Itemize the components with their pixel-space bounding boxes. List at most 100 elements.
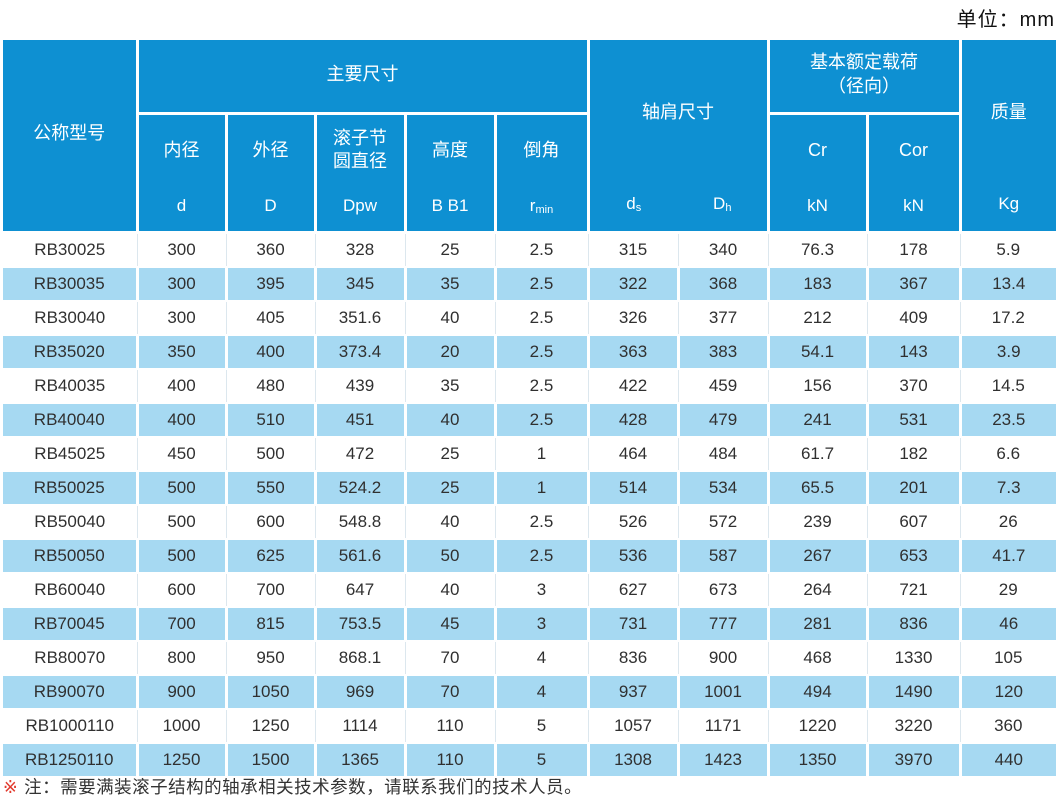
value-cell: 625	[224, 537, 315, 574]
value-cell: 2.5	[494, 300, 588, 335]
value-cell: 4	[494, 640, 588, 675]
pitch-diameter-symbol: Dpw	[342, 195, 377, 215]
value-cell: 3.9	[958, 333, 1056, 370]
value-cell: 524.2	[313, 469, 405, 506]
value-cell: 367	[865, 265, 960, 302]
value-cell: 328	[314, 232, 405, 267]
header-model: 公称型号	[3, 40, 139, 234]
value-cell: 721	[866, 572, 960, 607]
table-row: RB50050 500 625 561.6 50 2.5 536 587 267 653 41.7	[3, 537, 1056, 574]
value-cell: 201	[865, 469, 960, 506]
table-row: RB40035 400 480 439 35 2.5 422 459 156 370 14.5	[3, 368, 1056, 403]
value-cell: 1423	[676, 741, 768, 778]
value-cell: 937	[586, 673, 678, 710]
outer-diameter-label: 外径	[252, 139, 289, 160]
footnote-marker: ※	[3, 777, 19, 797]
value-cell: 70	[404, 640, 495, 675]
mass-unit: Kg	[998, 194, 1020, 213]
value-cell: 548.8	[314, 504, 405, 539]
model-cell: RB35020	[3, 333, 137, 370]
height-symbol: B B1	[431, 195, 469, 215]
footnote-text: 注：需要满装滚子结构的轴承相关技术参数，请联系我们的技术人员。	[24, 777, 583, 797]
value-cell: 600	[225, 504, 315, 539]
value-cell: 241	[766, 401, 867, 438]
value-cell: 409	[866, 300, 960, 335]
value-cell: 1057	[587, 708, 678, 743]
value-cell: 422	[587, 368, 678, 403]
value-cell: 14.5	[959, 368, 1056, 403]
value-cell: 105	[959, 640, 1056, 675]
outer-diameter-symbol: D	[264, 195, 277, 215]
value-cell: 20	[403, 333, 495, 370]
table-row: RB50025 500 550 524.2 25 1 514 534 65.5 201 7.3	[3, 469, 1056, 506]
value-cell: 514	[586, 469, 678, 506]
value-cell: 536	[586, 537, 678, 574]
value-cell: 300	[136, 232, 226, 267]
value-cell: 1114	[314, 708, 405, 743]
value-cell: 777	[676, 605, 768, 642]
value-cell: 182	[866, 436, 960, 471]
value-cell: 46	[958, 605, 1056, 642]
value-cell: 300	[135, 265, 226, 302]
value-cell: 40	[404, 300, 495, 335]
value-cell: 561.6	[313, 537, 405, 574]
value-cell: 300	[136, 300, 226, 335]
value-cell: 373.4	[313, 333, 405, 370]
value-cell: 76.3	[767, 232, 867, 267]
value-cell: 264	[767, 572, 867, 607]
header-group-main-dimensions: 主要尺寸	[135, 40, 590, 115]
value-cell: 29	[959, 572, 1056, 607]
value-cell: 464	[587, 436, 678, 471]
value-cell: 526	[587, 504, 678, 539]
value-cell: 1350	[766, 741, 867, 778]
value-cell: 950	[225, 640, 315, 675]
value-cell: 836	[587, 640, 678, 675]
value-cell: 400	[135, 401, 226, 438]
value-cell: 572	[677, 504, 768, 539]
value-cell: 587	[676, 537, 768, 574]
table-row: RB70045 700 815 753.5 45 3 731 777 281 836 46	[3, 605, 1056, 642]
bore-label: 内径	[163, 139, 200, 160]
value-cell: 40	[403, 401, 495, 438]
model-cell: RB50040	[3, 504, 137, 539]
unit-label: 单位：mm	[956, 9, 1055, 31]
value-cell: 326	[587, 300, 678, 335]
chamfer-symbol: rmin	[529, 195, 554, 216]
height-label: 高度	[432, 139, 468, 160]
value-cell: 607	[866, 504, 960, 539]
table-row: RB1250110 1250 1500 1365 110 5 1308 1423 1350 397…	[3, 741, 1056, 778]
value-cell: 377	[677, 300, 768, 335]
cr-label: Cr	[808, 139, 827, 160]
value-cell: 534	[676, 469, 768, 506]
model-cell: RB1000110	[3, 708, 137, 743]
value-cell: 50	[403, 537, 495, 574]
rated-load-label-line1: 基本额定载荷	[810, 51, 918, 72]
value-cell: 1	[494, 436, 588, 471]
value-cell: 400	[136, 368, 226, 403]
value-cell: 183	[766, 265, 867, 302]
value-cell: 2.5	[493, 333, 588, 370]
value-cell: 54.1	[766, 333, 867, 370]
value-cell: 40	[404, 572, 495, 607]
value-cell: 143	[865, 333, 960, 370]
header-chamfer: 倒角 rmin	[493, 111, 590, 234]
table-row: RB30025 300 360 328 25 2.5 315 340 76.3 178 5.9	[3, 232, 1056, 267]
value-cell: 510	[224, 401, 315, 438]
value-cell: 65.5	[766, 469, 867, 506]
value-cell: 267	[766, 537, 867, 574]
value-cell: 7.3	[958, 469, 1056, 506]
footnote: ※ 注：需要满装滚子结构的轴承相关技术参数，请联系我们的技术人员。	[3, 774, 582, 799]
value-cell: 836	[865, 605, 960, 642]
shoulder-dimensions-label: 轴肩尺寸	[642, 101, 714, 122]
value-cell: 600	[136, 572, 226, 607]
value-cell: 383	[676, 333, 768, 370]
value-cell: 451	[313, 401, 405, 438]
header-pitch-diameter: 滚子节 圆直径 Dpw	[313, 111, 407, 234]
table-row: RB35020 350 400 373.4 20 2.5 363 383 54.1 143 3.9	[3, 333, 1056, 370]
rated-load-label-line2: （径向）	[828, 75, 900, 96]
shoulder-symbols: ds Dh	[590, 184, 767, 226]
value-cell: 26	[959, 504, 1056, 539]
value-cell: 1308	[586, 741, 678, 778]
value-cell: 110	[404, 708, 495, 743]
value-cell: 428	[586, 401, 678, 438]
